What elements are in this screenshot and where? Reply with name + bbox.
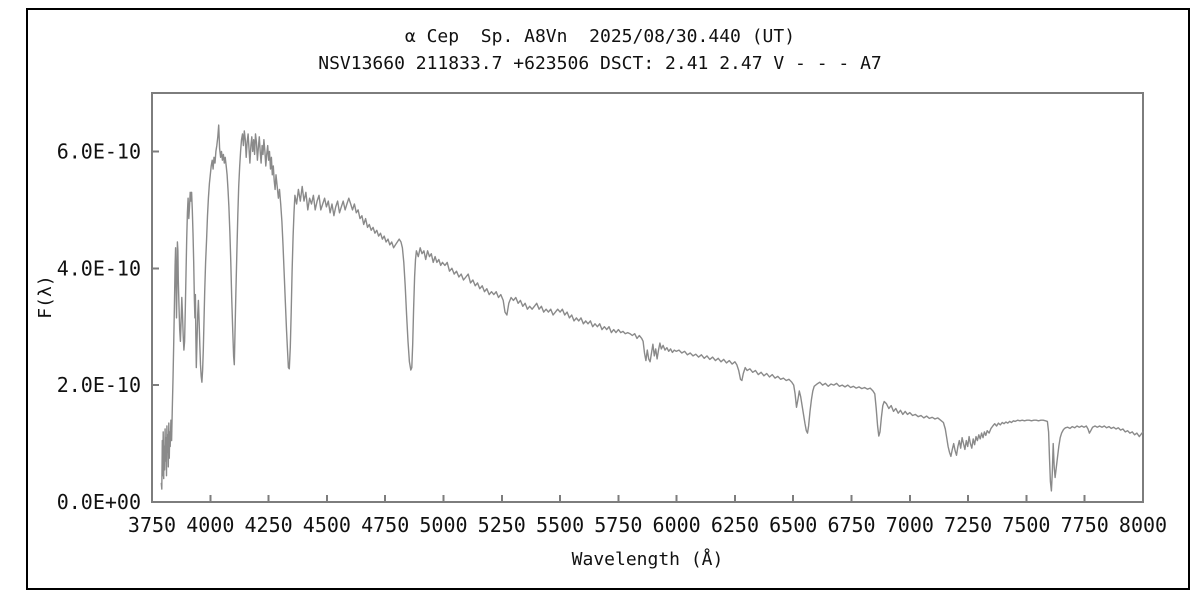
- y-tick-label: 0.0E+00: [57, 490, 141, 514]
- x-tick-label: 5000: [419, 513, 467, 537]
- x-tick-label: 7000: [886, 513, 934, 537]
- x-tick-label: 4750: [361, 513, 409, 537]
- y-tick-labels: 0.0E+00 2.0E-10 4.0E-10 6.0E-10: [57, 139, 141, 514]
- chart-title-line2: NSV13660 211833.7 +623506 DSCT: 2.41 2.4…: [318, 53, 882, 74]
- x-tick-label: 5750: [594, 513, 642, 537]
- y-tick-label: 2.0E-10: [57, 373, 141, 397]
- plot-border: [151, 92, 1144, 503]
- x-tick-label: 6000: [653, 513, 701, 537]
- x-tick-label: 4500: [303, 513, 351, 537]
- x-tick-label: 8000: [1119, 513, 1167, 537]
- chart-title-line1: α Cep Sp. A8Vn 2025/08/30.440 (UT): [404, 26, 796, 47]
- x-tick-label: 5500: [536, 513, 584, 537]
- x-tick-label: 7500: [1002, 513, 1050, 537]
- x-tick-label: 7750: [1061, 513, 1109, 537]
- y-tick-label: 4.0E-10: [57, 256, 141, 280]
- x-tick-label: 5250: [478, 513, 526, 537]
- x-tick-label: 6250: [711, 513, 759, 537]
- y-axis-ticks: [152, 150, 159, 503]
- x-tick-label: 7250: [944, 513, 992, 537]
- x-tick-label: 6750: [827, 513, 875, 537]
- x-tick-label: 6500: [769, 513, 817, 537]
- x-tick-label: 4000: [186, 513, 234, 537]
- x-tick-label: 4250: [245, 513, 293, 537]
- x-axis-label: Wavelength (Å): [571, 549, 724, 570]
- y-tick-label: 6.0E-10: [57, 139, 141, 163]
- spectrum-curve: [160, 124, 1144, 492]
- x-axis-ticks: [151, 495, 1144, 502]
- x-tick-labels: 3750 4000 4250 4500 4750 5000 5250 5500 5750 6000…: [128, 513, 1167, 537]
- x-tick-label: 3750: [128, 513, 176, 537]
